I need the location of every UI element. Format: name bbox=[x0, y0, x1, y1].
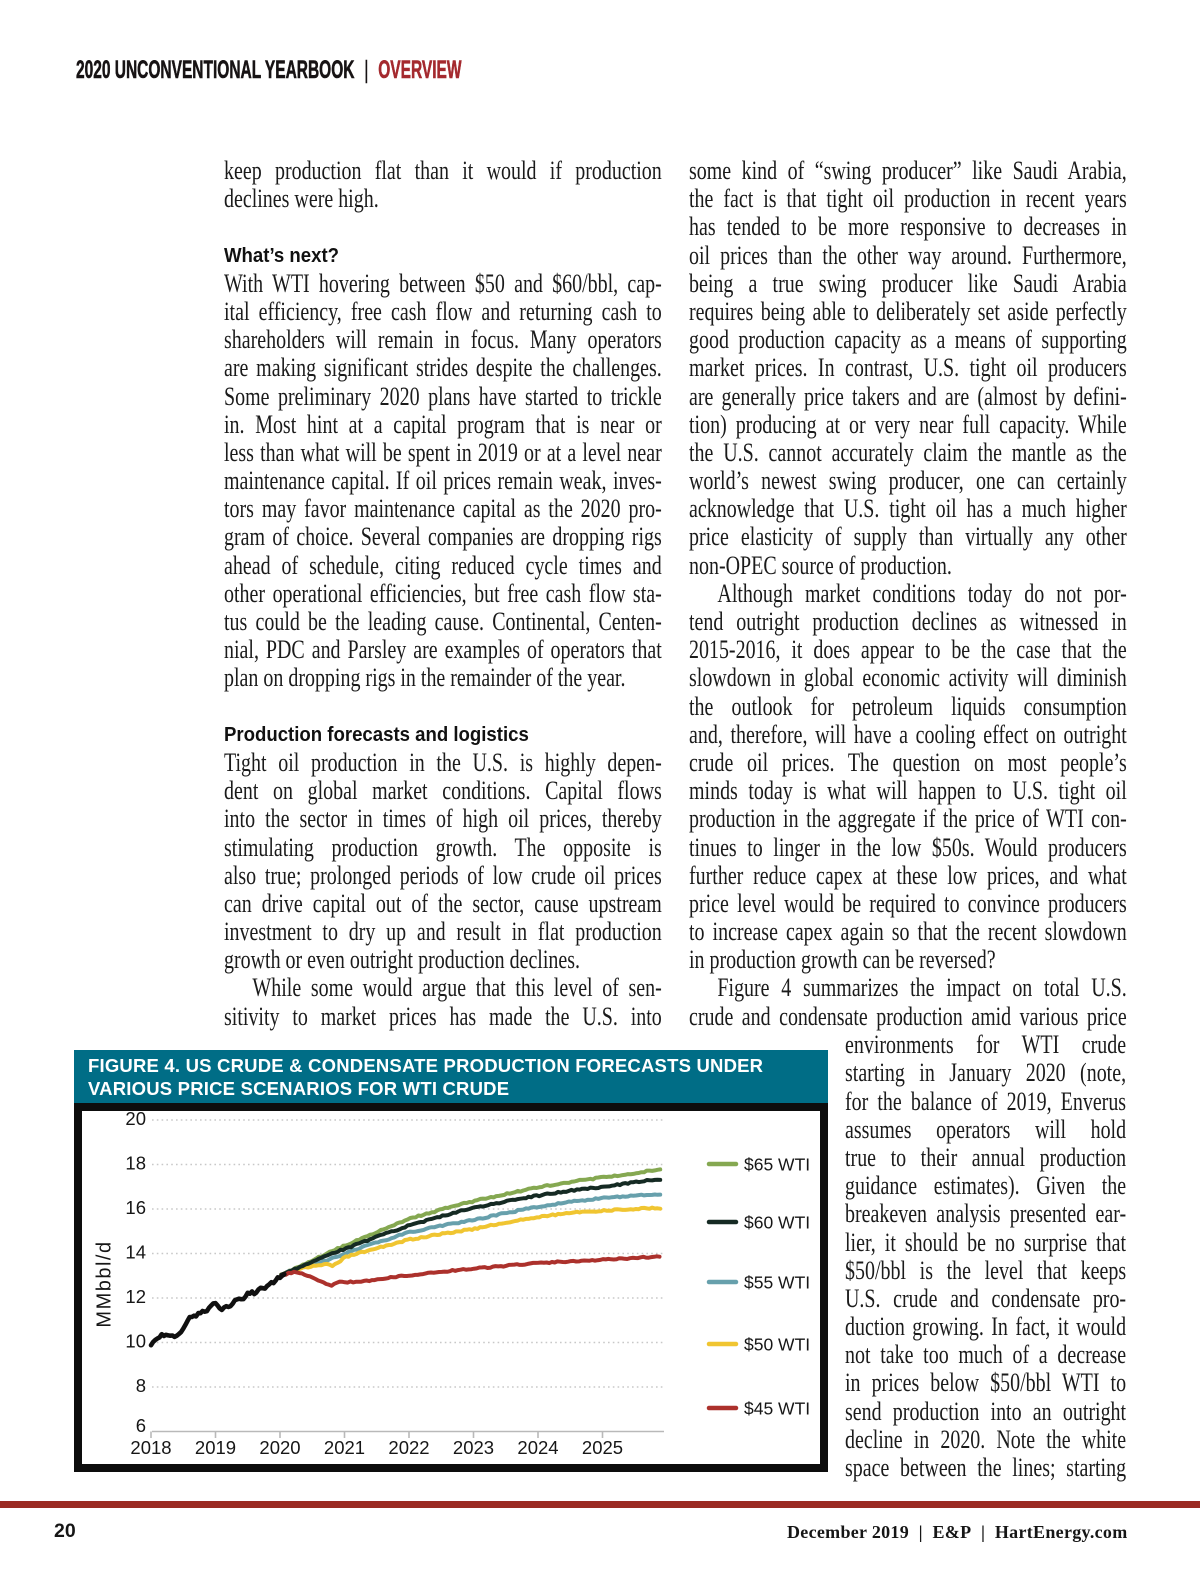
svg-text:2023: 2023 bbox=[453, 1437, 494, 1458]
svg-text:$45 WTI: $45 WTI bbox=[744, 1398, 810, 1418]
svg-text:$50 WTI: $50 WTI bbox=[744, 1334, 810, 1354]
svg-text:2021: 2021 bbox=[324, 1437, 365, 1458]
svg-text:20: 20 bbox=[125, 1108, 146, 1129]
svg-text:VARIOUS PRICE SCENARIOS FOR WT: VARIOUS PRICE SCENARIOS FOR WTI CRUDE bbox=[88, 1078, 509, 1099]
svg-text:12: 12 bbox=[125, 1286, 146, 1307]
svg-text:16: 16 bbox=[125, 1197, 146, 1218]
svg-text:$65 WTI: $65 WTI bbox=[744, 1154, 810, 1174]
svg-text:6: 6 bbox=[136, 1415, 146, 1436]
svg-text:$60 WTI: $60 WTI bbox=[744, 1212, 810, 1232]
svg-text:MMbbl/d: MMbbl/d bbox=[94, 1240, 116, 1327]
svg-text:2020: 2020 bbox=[259, 1437, 300, 1458]
svg-text:$55 WTI: $55 WTI bbox=[744, 1272, 810, 1292]
svg-text:14: 14 bbox=[125, 1242, 146, 1263]
svg-text:2018: 2018 bbox=[130, 1437, 171, 1458]
svg-text:2025: 2025 bbox=[582, 1437, 623, 1458]
svg-text:10: 10 bbox=[125, 1331, 146, 1352]
svg-text:2019: 2019 bbox=[195, 1437, 236, 1458]
svg-text:8: 8 bbox=[136, 1375, 146, 1396]
svg-text:2024: 2024 bbox=[517, 1437, 558, 1458]
svg-text:18: 18 bbox=[125, 1153, 146, 1174]
svg-text:2022: 2022 bbox=[388, 1437, 429, 1458]
svg-text:FIGURE 4. US CRUDE & CONDENSAT: FIGURE 4. US CRUDE & CONDENSATE PRODUCTI… bbox=[88, 1055, 763, 1076]
